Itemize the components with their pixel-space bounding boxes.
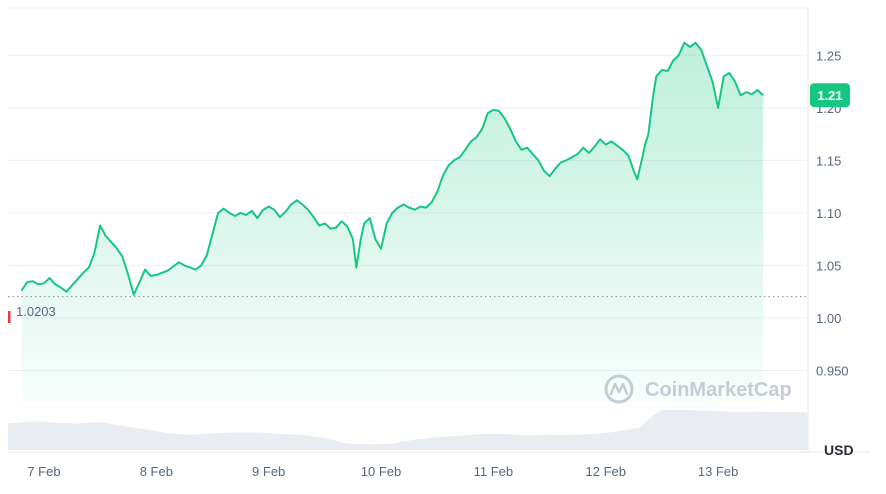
x-tick-label: 7 Feb [27,464,60,479]
open-price-marker [8,311,11,323]
volume-area [8,410,808,450]
y-tick-label: 1.10 [816,206,841,221]
x-tick-label: 10 Feb [361,464,401,479]
price-line [20,41,764,296]
current-price-label: 1.21 [817,88,842,103]
watermark-text: CoinMarketCap [645,379,792,401]
x-tick-label: 8 Feb [140,464,173,479]
x-tick-label: 11 Feb [474,464,514,479]
open-price-label: 1.0203 [16,304,56,319]
price-area [21,42,764,402]
x-tick-label: 13 Feb [698,464,738,479]
y-tick-label: 1.05 [816,258,841,273]
y-tick-label: 1.15 [816,153,841,168]
x-tick-label: 9 Feb [252,464,285,479]
current-price-badge: 1.21 [810,83,850,108]
coinmarketcap-logo-icon [604,374,634,404]
y-tick-label: 1.00 [816,311,841,326]
y-tick-label: 0.950 [816,363,849,378]
y-tick-label: 1.25 [816,48,841,63]
coinmarketcap-watermark: CoinMarketCap [604,374,792,404]
x-tick-label: 12 Feb [586,464,626,479]
currency-label: USD [824,442,854,458]
x-axis: 7 Feb 8 Feb 9 Feb 10 Feb 11 Feb 12 Feb 13 Feb [27,464,738,479]
current-price-badge-bg [810,83,850,108]
